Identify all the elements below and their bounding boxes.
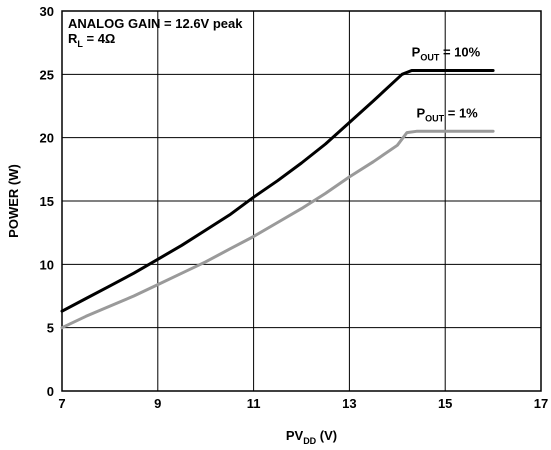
x-tick-label: 15 xyxy=(438,396,452,411)
annotation-gain: ANALOG GAIN = 12.6V peak xyxy=(68,16,243,31)
x-tick-label: 13 xyxy=(342,396,356,411)
x-tick-labels: 7 9 11 13 15 17 xyxy=(58,396,548,411)
y-tick-label: 15 xyxy=(40,194,54,209)
y-tick-label: 30 xyxy=(40,4,54,19)
x-axis-label: PVDD (V) xyxy=(286,428,337,446)
series-layer xyxy=(60,69,495,330)
y-tick-label: 10 xyxy=(40,257,54,272)
y-tick-label: 25 xyxy=(40,67,54,82)
series-label-pout-10: POUT = 10% xyxy=(412,45,481,63)
plot-frame xyxy=(61,10,542,392)
grid xyxy=(62,11,541,391)
y-axis-label: POWER (W) xyxy=(6,164,21,238)
y-tick-labels: 0 5 10 15 20 25 30 xyxy=(40,4,54,399)
series-label-pout-1: POUT = 1% xyxy=(416,105,478,123)
series-line-0 xyxy=(60,69,495,313)
y-tick-label: 0 xyxy=(47,384,54,399)
x-tick-label: 7 xyxy=(58,396,65,411)
annotation-load: RL = 4Ω xyxy=(68,31,115,49)
x-tick-label: 11 xyxy=(247,396,261,411)
y-tick-label: 5 xyxy=(47,321,54,336)
series-line-1 xyxy=(60,129,495,330)
y-tick-label: 20 xyxy=(40,131,54,146)
x-tick-label: 17 xyxy=(534,396,548,411)
x-tick-label: 9 xyxy=(154,396,161,411)
